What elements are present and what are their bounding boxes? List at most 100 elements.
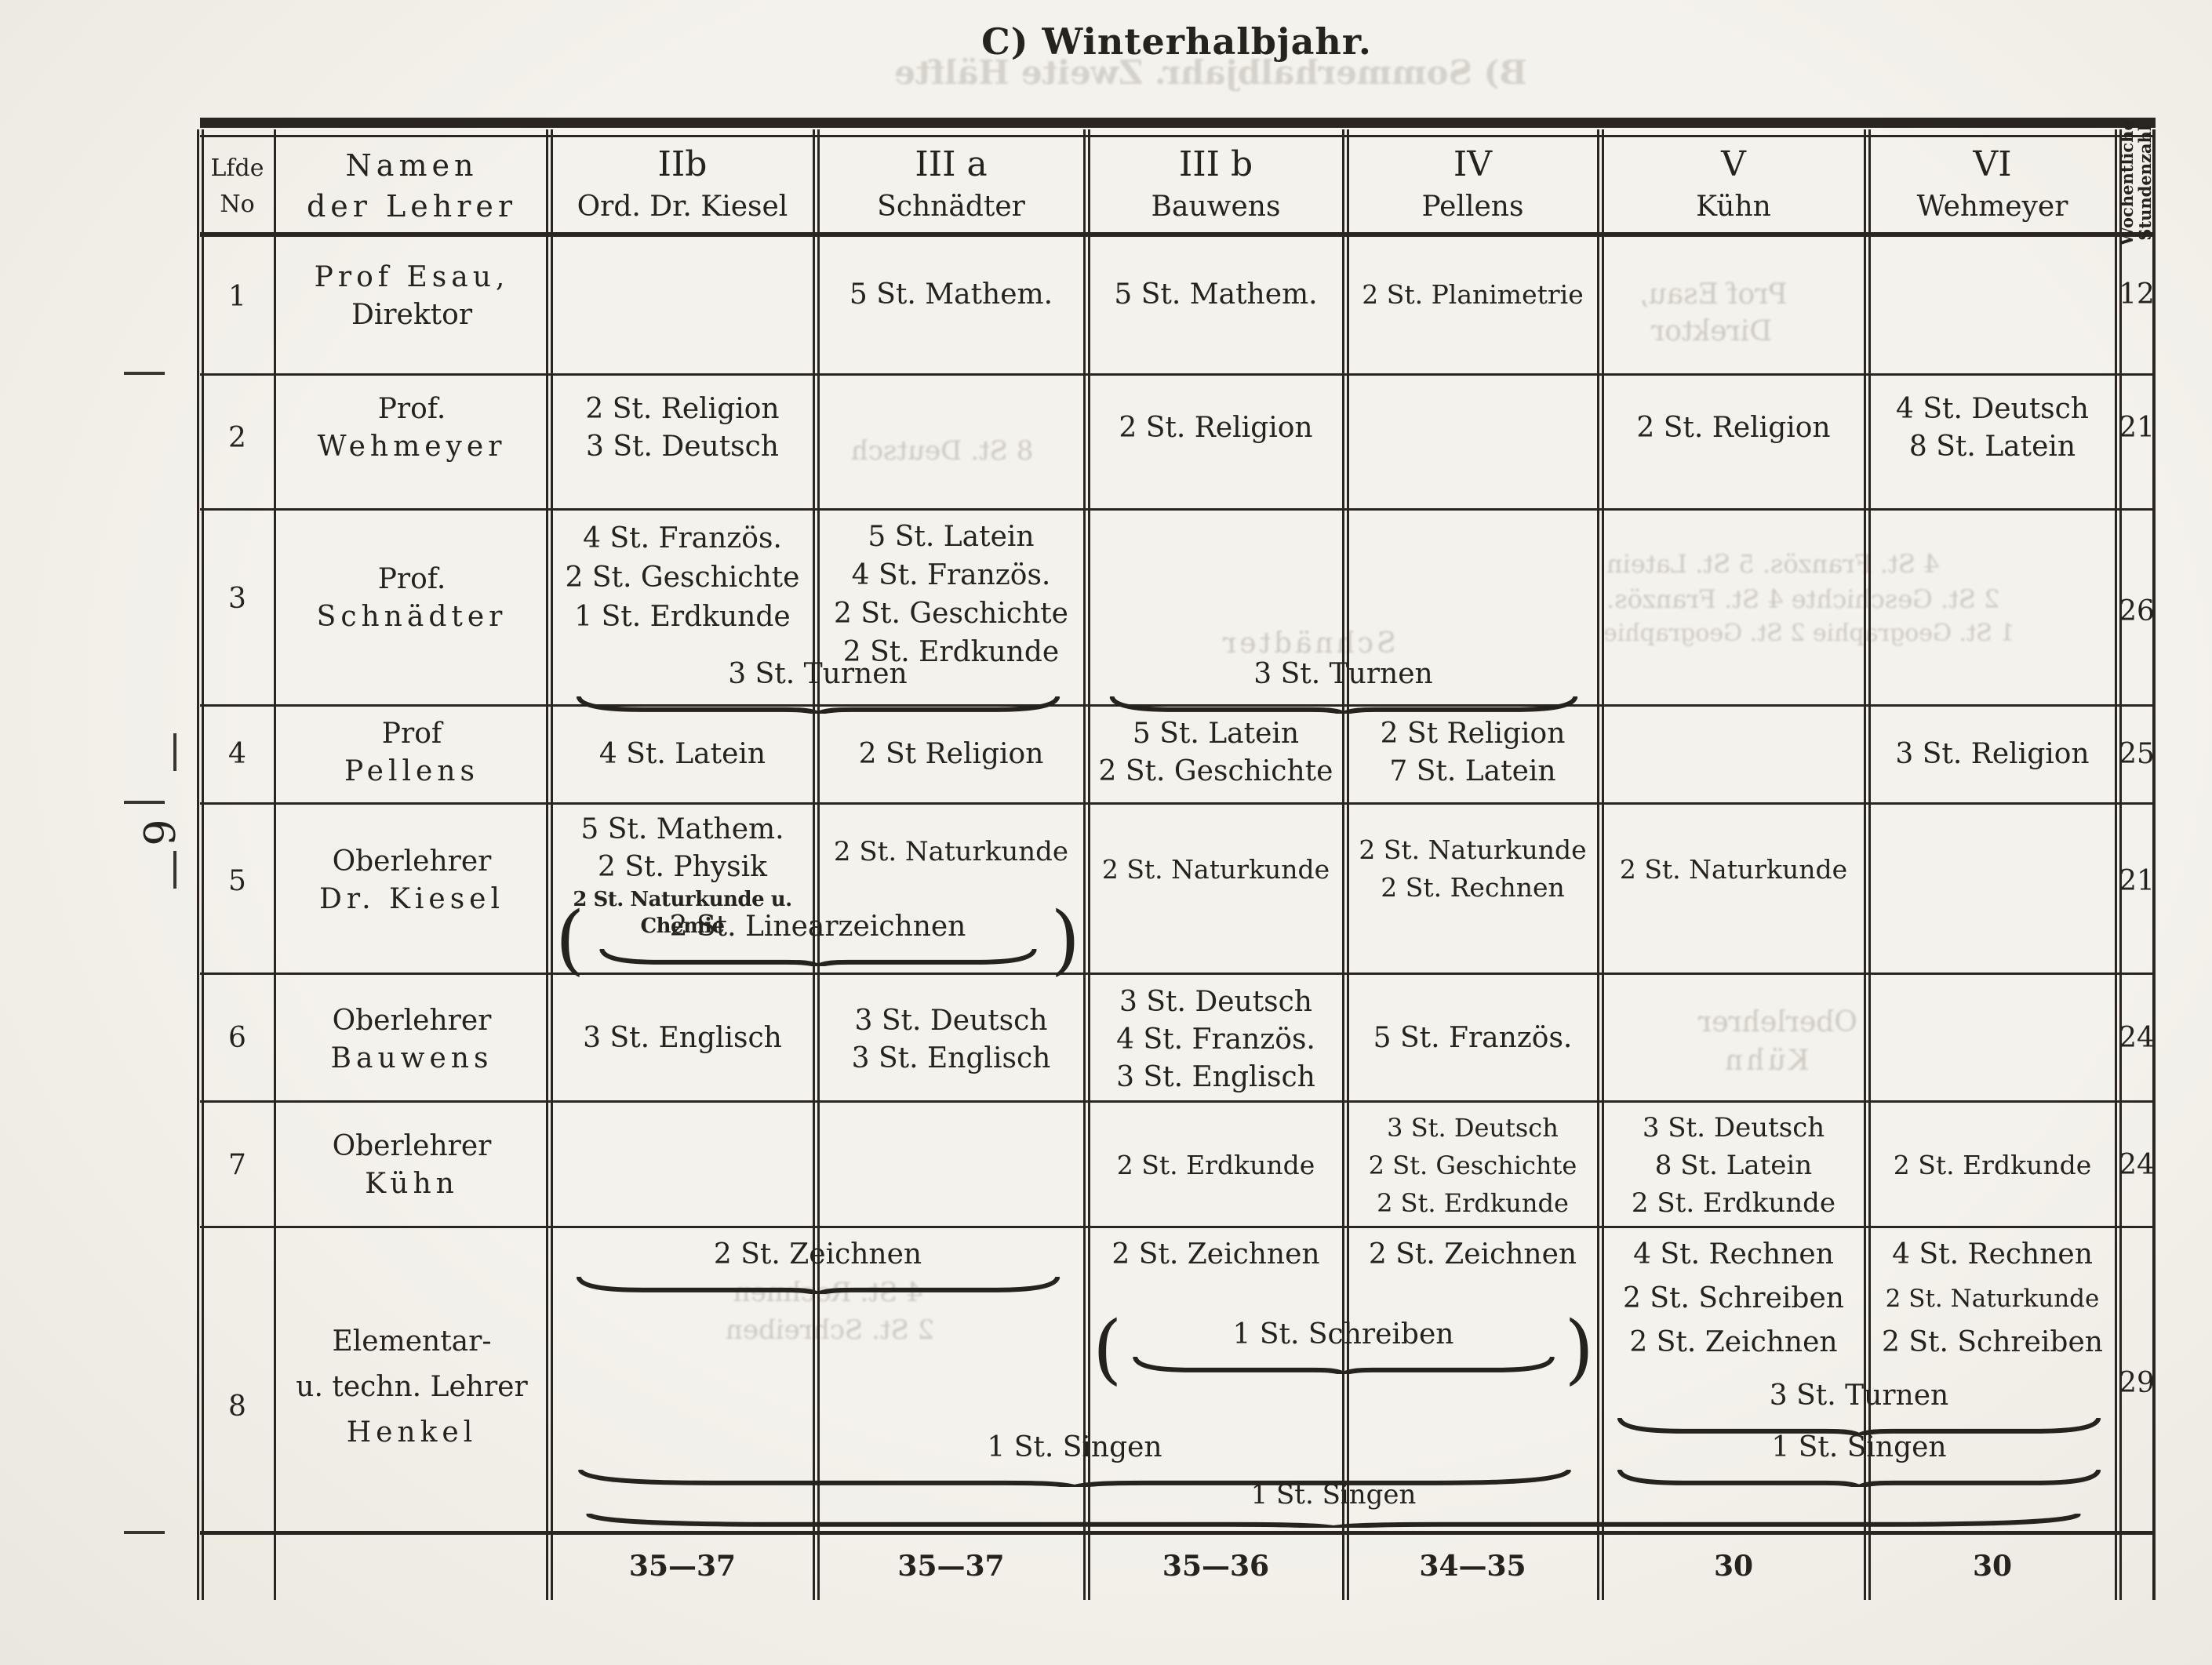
schedule-line: 2 St. Naturkunde (1359, 834, 1587, 865)
margin-tick (173, 733, 176, 771)
underbrace (573, 1470, 1577, 1487)
schedule-line: 2 St. Erdkunde (1377, 1188, 1569, 1218)
table-rule-totals-top (200, 1531, 2156, 1535)
bleedthrough-text: 2 St. Geschichte 4 St. Französ. (1606, 584, 2000, 614)
bleedthrough-text: Oberlehrer (1698, 1006, 1857, 1038)
schedule-line: 3 St. Englisch (851, 1042, 1051, 1074)
schedule-cell: 2 St. Planimetrie (1362, 279, 1584, 310)
schedule-line: 5 St. Latein (1132, 718, 1300, 750)
teacher-title: Prof. (377, 563, 446, 595)
schedule-line: 3 St. Turnen (728, 658, 908, 690)
column-rule (1864, 129, 1871, 1600)
schedule-cell: 2 St. Naturkunde (833, 836, 1069, 867)
class-teacher: Wehmeyer (1916, 191, 2068, 223)
schedule-line: 4 St. Rechnen (1892, 1238, 2093, 1271)
schedule-cell: 4 St. Latein (598, 738, 766, 770)
underbrace (1132, 1357, 1555, 1374)
weekly-total: 26 (2119, 595, 2155, 627)
row-number: 7 (228, 1149, 246, 1181)
margin-tick (173, 851, 176, 889)
class-label: III b (1178, 144, 1253, 184)
close-paren: ) (1564, 1305, 1594, 1393)
schedule-cell: 2 St. Erdkunde (1893, 1150, 2092, 1180)
underbrace (598, 949, 1038, 966)
schedule-cell: 4 St. Rechnen 2 St. Schreiben 2 St. Zeic… (1600, 1233, 1867, 1365)
merged-cell-singen: 1 St. Singen (549, 1429, 1600, 1487)
class-label: V (1721, 144, 1746, 184)
schedule-line: 2 St. Naturkunde u. Chemie (573, 888, 792, 938)
class-teacher: Pellens (1421, 191, 1524, 223)
schedule-line: 4 St. Rechnen (1633, 1238, 1834, 1271)
schedule-cell: 4 St. Deutsch 8 St. Latein (1867, 391, 2118, 466)
teacher-title: Elementar- (332, 1325, 492, 1358)
column-rule (1597, 129, 1604, 1600)
teacher-name: Bauwens (330, 1042, 493, 1074)
schedule-line: 5 St. Mathem. (580, 813, 784, 845)
teacher-title: u. techn. Lehrer (296, 1371, 528, 1403)
class-teacher: Bauwens (1151, 191, 1281, 223)
teacher-name: Pellens (344, 755, 479, 787)
row-number: 3 (228, 583, 246, 615)
column-total: 35—37 (628, 1550, 737, 1583)
schedule-line: 3 St. Turnen (1769, 1380, 1949, 1412)
teacher-title: Oberlehrer (332, 845, 492, 878)
header-text: Namen (345, 148, 478, 183)
schedule-line: 3 St. Deutsch (1119, 986, 1312, 1018)
schedule-cell: 3 St. Religion (1895, 738, 2090, 770)
teacher-name: Schnädter (316, 601, 508, 633)
row-rule (200, 802, 2156, 805)
schedule-cell: 5 St. Latein 4 St. Französ. 2 St. Geschi… (816, 518, 1086, 671)
merged-cell-turnen: 3 St. Turnen (549, 656, 1086, 714)
schedule-line: 1 St. Singen (1771, 1431, 1947, 1463)
class-teacher: Kühn (1696, 191, 1771, 223)
weekly-total: 24 (2119, 1022, 2155, 1054)
column-rule (546, 129, 553, 1600)
header-text: der Lehrer (306, 189, 518, 224)
close-paren: ) (1050, 896, 1080, 983)
schedule-cell: 5 St. Latein 2 St. Geschichte (1086, 715, 1345, 791)
row-rule (200, 508, 2156, 511)
bleedthrough-text: Kühn (1722, 1045, 1810, 1077)
teacher-name-cell: Oberlehrer Kühn (275, 1128, 549, 1203)
row-number: 5 (228, 865, 246, 897)
header-col-vi: VI Wehmeyer (1867, 143, 2118, 227)
schedule-cell: 2 St. Religion (1636, 412, 1831, 444)
header-text: Lfde (210, 155, 264, 182)
header-col-iib: IIb Ord. Dr. Kiesel (549, 143, 816, 227)
underbrace (1108, 696, 1579, 714)
schedule-line: 4 St. Französ. (851, 559, 1051, 591)
class-label: III a (915, 144, 988, 184)
schedule-line: 2 St. Geschichte (565, 562, 800, 594)
teacher-title: Prof. (377, 393, 446, 425)
header-text: Wöchentliche (2117, 120, 2137, 245)
column-total: 30 (1972, 1550, 2013, 1583)
schedule-line: 2 St. Erdkunde (842, 636, 1060, 668)
schedule-line: 3 St. Deutsch (854, 1005, 1048, 1037)
teacher-name: Kühn (365, 1168, 459, 1200)
bleedthrough-text: 2 St. Schreiben (726, 1314, 935, 1346)
column-total: 34—35 (1419, 1550, 1526, 1583)
schedule-line: 4 St. Deutsch (1895, 393, 2089, 425)
schedule-line: 2 St Religion (1380, 718, 1566, 750)
teacher-name-cell: Prof Esau, Direktor (275, 259, 549, 334)
row-rule (200, 704, 2156, 707)
page-number-vertical: 6 (133, 819, 184, 846)
schedule-cell: 2 St Religion 7 St. Latein (1345, 715, 1600, 791)
schedule-cell: 5 St. Mathem. 2 St. Physik 2 St. Naturku… (549, 811, 816, 940)
table-rule-top-thick (200, 118, 2156, 128)
class-teacher: Schnädter (877, 191, 1025, 223)
schedule-cell: 3 St. Deutsch 3 St. Englisch (816, 1002, 1086, 1078)
weekly-total: 24 (2119, 1149, 2155, 1181)
teacher-name-cell: Prof. Wehmeyer (275, 391, 549, 466)
merged-cell-linearzeichnen: ( 2 St. Linearzeichnen ) (549, 900, 1086, 979)
page-title: C) Winterhalbjahr. (981, 20, 1372, 63)
row-rule (200, 1226, 2156, 1228)
column-total: 35—37 (897, 1550, 1005, 1583)
header-teacher-names: Namen der Lehrer (275, 145, 549, 227)
bleedthrough-text: 1 St. Geographie 2 St. Geographie (1603, 620, 2015, 647)
header-text: No (220, 191, 255, 218)
schedule-line: 2 St. Schreiben (1623, 1282, 1844, 1314)
weekly-total: 21 (2119, 412, 2155, 444)
column-rule (2115, 129, 2122, 1600)
